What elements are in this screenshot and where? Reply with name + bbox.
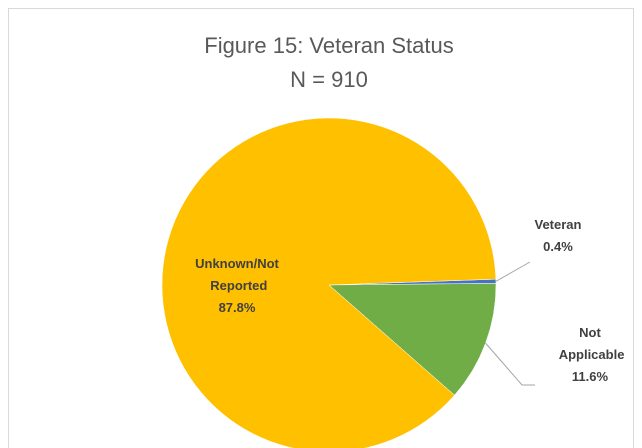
data-label-value: 0.4%: [543, 239, 573, 254]
chart-subtitle: N = 910: [290, 67, 368, 92]
label-line: Not: [579, 325, 601, 340]
chart-title: Figure 15: Veteran Status: [204, 33, 454, 58]
data-label-name: Unknown/Not Reported: [195, 256, 279, 293]
data-label-name: Veteran: [535, 217, 582, 232]
label-line: Reported: [207, 278, 268, 293]
data-label-value: 11.6%: [572, 369, 609, 384]
data-label-value: 87.8%: [219, 300, 256, 315]
leader-line: [495, 261, 531, 282]
label-line: Veteran: [535, 217, 582, 232]
leader-line: [485, 342, 535, 386]
data-label-name: Not Applicable: [556, 325, 625, 362]
pie-slice: [161, 117, 497, 448]
pie-slice: [328, 283, 497, 396]
label-line: Unknown/Not: [195, 256, 279, 271]
label-line: Applicable: [556, 347, 625, 362]
